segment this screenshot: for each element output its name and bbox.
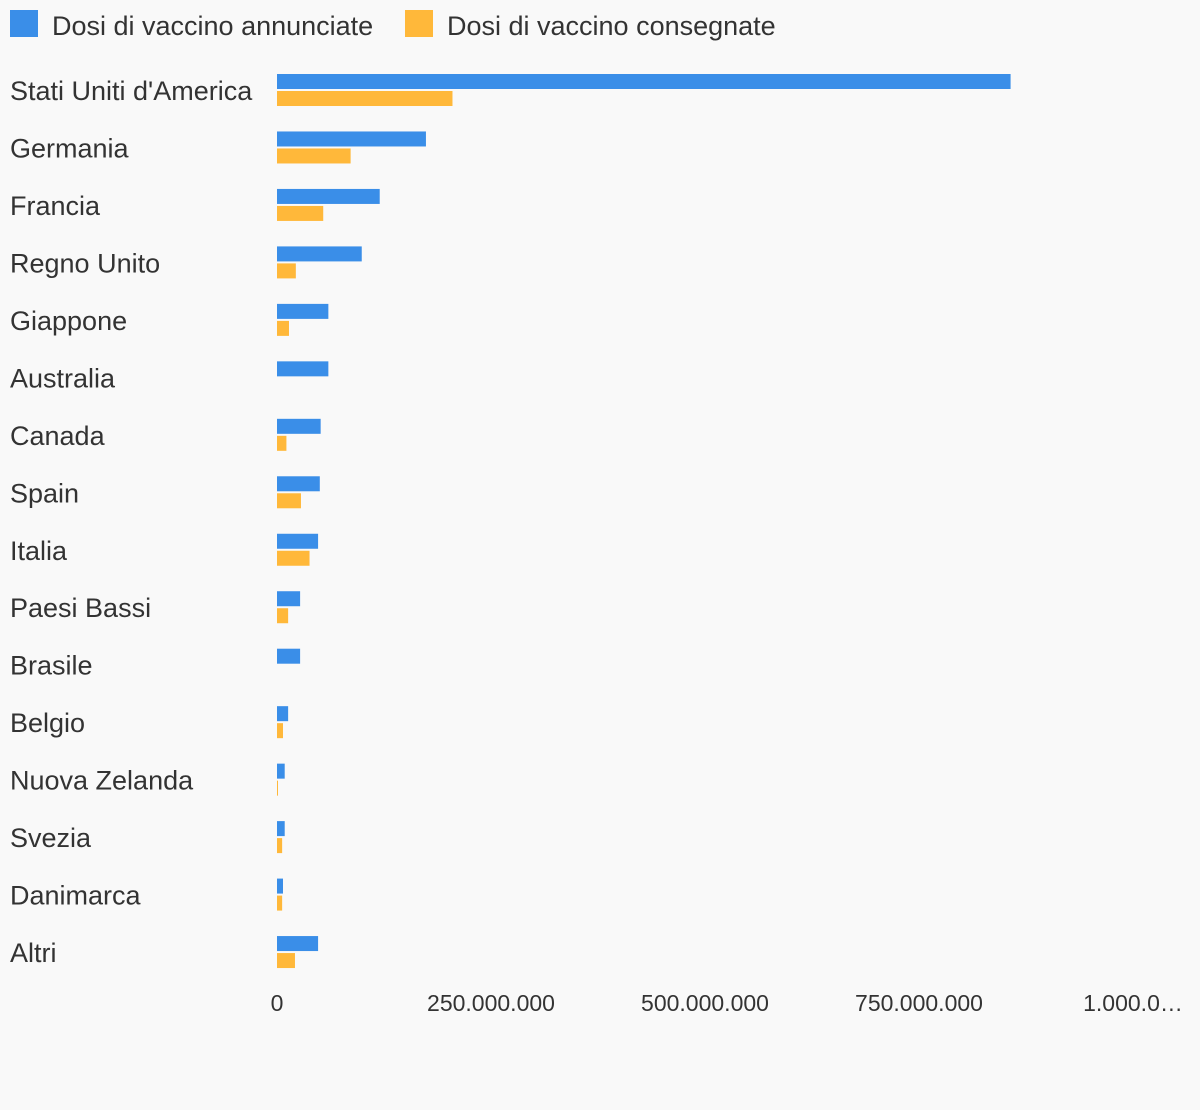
legend-item-announced[interactable]: Dosi di vaccino annunciate [10, 10, 373, 41]
x-tick-label: 1.000.0… [1083, 990, 1183, 1016]
x-tick-label: 500.000.000 [641, 990, 769, 1016]
bar-announced[interactable] [277, 246, 362, 262]
x-tick-label: 250.000.000 [427, 990, 555, 1016]
legend-label-announced: Dosi di vaccino annunciate [52, 11, 373, 41]
category-label: Regno Unito [10, 248, 160, 278]
legend: Dosi di vaccino annunciate Dosi di vacci… [10, 10, 776, 41]
category-label: Canada [10, 421, 106, 451]
bar-announced[interactable] [277, 763, 285, 779]
category-label: Italia [10, 536, 68, 566]
bar-announced[interactable] [277, 706, 289, 722]
legend-swatch-delivered [405, 10, 433, 37]
category-label: Altri [10, 938, 57, 968]
bar-delivered[interactable] [277, 148, 351, 164]
bar-delivered[interactable] [277, 953, 295, 969]
bar-delivered[interactable] [277, 895, 283, 911]
category-label: Germania [10, 133, 130, 163]
bar-announced[interactable] [277, 131, 426, 147]
category-label: Giappone [10, 306, 127, 336]
bar-announced[interactable] [277, 188, 380, 204]
x-tick-label: 750.000.000 [855, 990, 983, 1016]
category-label: Nuova Zelanda [10, 766, 194, 796]
category-label: Brasile [10, 651, 93, 681]
bar-announced[interactable] [277, 74, 1011, 89]
bar-announced[interactable] [277, 476, 320, 492]
legend-swatch-announced [10, 10, 38, 37]
bar-announced[interactable] [277, 936, 319, 952]
bar-announced[interactable] [277, 303, 329, 319]
category-labels: Stati Uniti d'America Germania Francia Regn… [10, 76, 253, 968]
category-label: Danimarca [10, 881, 142, 911]
bar-announced[interactable] [277, 821, 285, 837]
bar-announced[interactable] [277, 591, 301, 607]
legend-item-delivered[interactable]: Dosi di vaccino consegnate [405, 10, 776, 41]
bar-delivered[interactable] [277, 723, 283, 739]
category-label: Francia [10, 191, 101, 221]
bar-delivered[interactable] [277, 780, 278, 796]
x-axis: 0 250.000.000 500.000.000 750.000.000 1.000.… [271, 990, 1183, 1016]
category-label: Australia [10, 363, 116, 393]
bar-announced[interactable] [277, 361, 329, 377]
x-tick-label: 0 [271, 990, 284, 1016]
bar-announced[interactable] [277, 648, 301, 664]
category-label: Spain [10, 478, 79, 508]
bar-delivered[interactable] [277, 91, 453, 106]
bar-delivered[interactable] [277, 550, 310, 566]
bar-delivered[interactable] [277, 435, 287, 451]
bars [277, 74, 1011, 969]
category-label: Belgio [10, 708, 85, 738]
bar-delivered[interactable] [277, 608, 289, 624]
category-label: Svezia [10, 823, 92, 853]
bar-delivered[interactable] [277, 493, 301, 509]
category-label: Stati Uniti d'America [10, 76, 253, 106]
legend-label-delivered: Dosi di vaccino consegnate [447, 11, 776, 41]
category-label: Paesi Bassi [10, 593, 151, 623]
bar-delivered[interactable] [277, 320, 289, 336]
bar-announced[interactable] [277, 418, 321, 434]
bar-delivered[interactable] [277, 205, 324, 221]
bar-delivered[interactable] [277, 838, 283, 854]
bar-delivered[interactable] [277, 263, 296, 279]
bar-announced[interactable] [277, 878, 283, 894]
bar-announced[interactable] [277, 533, 319, 549]
